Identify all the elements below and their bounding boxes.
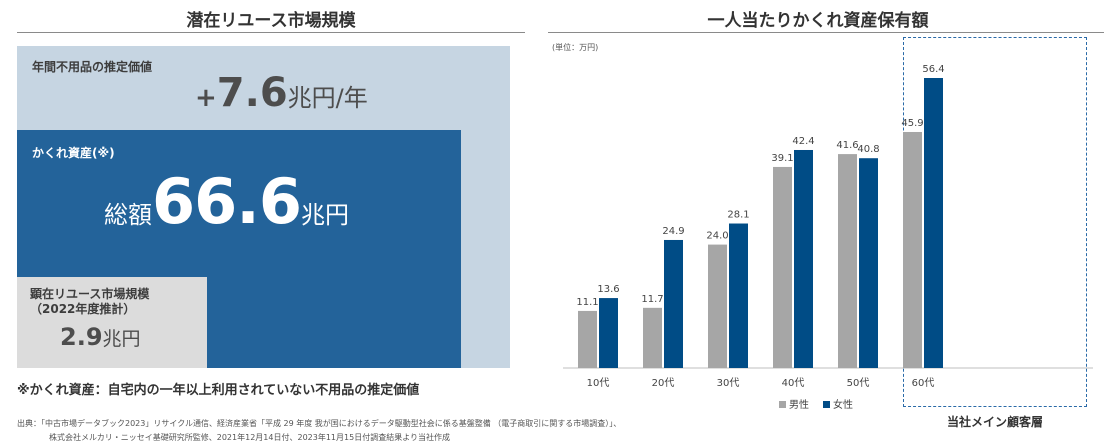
x-tick-label-5: 60代 [912, 377, 935, 389]
manifest-value-unit: 兆円 [102, 328, 141, 350]
source-citation: 出典：「中古市場データブック2023」リサイクル通信、経済産業省「平成 29 年… [17, 417, 621, 445]
legend-label-male: 男性 [789, 398, 809, 411]
x-tick-label-0: 10代 [587, 377, 610, 389]
source-line1: 出典：「中古市場データブック2023」リサイクル通信、経済産業省「平成 29 年… [17, 419, 622, 428]
manifest-value-number: 2.9 [60, 323, 103, 351]
legend-label-female: 女性 [833, 398, 853, 411]
value-label-male-0: 11.1 [576, 297, 598, 308]
bar-female-3 [794, 149, 813, 368]
legend-swatch-female [823, 401, 830, 408]
bar-female-2 [729, 223, 748, 368]
value-label-female-1: 24.9 [662, 226, 684, 237]
hidden-assets-label: かくれ資産(※) [32, 146, 115, 160]
value-label-male-4: 41.6 [836, 140, 858, 151]
value-label-female-0: 13.6 [597, 284, 619, 295]
value-label-male-3: 39.1 [771, 153, 793, 164]
main-customer-label: 当社メイン顧客層 [946, 415, 1043, 429]
annual-unused-value-amount: +7.6兆円/年 [195, 70, 368, 116]
value-label-female-2: 28.1 [727, 210, 749, 221]
x-tick-label-3: 40代 [782, 377, 805, 389]
value-label-female-5: 56.4 [922, 64, 944, 75]
bar-male-3 [773, 166, 792, 368]
hidden-assets-unit: 兆円 [300, 201, 349, 229]
value-label-male-1: 11.7 [641, 294, 663, 305]
value-label-female-4: 40.8 [857, 144, 879, 155]
value-label-female-3: 42.4 [792, 136, 814, 147]
hidden-assets-note: ※かくれ資産：自宅内の一年以上利用されていない不用品の推定価値 [17, 383, 420, 398]
source-line2: 株式会社メルカリ・ニッセイ基礎研究所監修、2021年12月14日付、2023年1… [49, 433, 451, 442]
manifest-reuse-market-box [17, 277, 207, 368]
manifest-reuse-market-label: 顕在リユース市場規模 （2022年度推計） [30, 287, 149, 317]
bar-male-5 [903, 131, 922, 368]
annual-value-unit: 兆円/年 [287, 84, 368, 112]
annual-unused-value-label: 年間不用品の推定価値 [32, 60, 153, 74]
value-label-male-2: 24.0 [706, 231, 728, 242]
x-tick-label-4: 50代 [847, 377, 870, 389]
annual-value-number: 7.6 [216, 70, 288, 116]
left-title-divider [17, 32, 525, 33]
annual-value-sign: + [195, 83, 217, 113]
left-panel-title: 潜在リユース市場規模 [186, 11, 356, 31]
manifest-label-line1: 顕在リユース市場規模 [30, 287, 150, 301]
bar-male-0 [578, 310, 597, 368]
chart-unit-label: (単位：万円) [552, 43, 599, 52]
hidden-assets-prefix: 総額 [104, 201, 152, 229]
bar-female-4 [859, 158, 878, 368]
manifest-label-line2: （2022年度推計） [30, 302, 136, 316]
bar-male-1 [643, 307, 662, 368]
bar-female-5 [924, 78, 943, 368]
bar-male-4 [838, 154, 857, 368]
x-tick-label-1: 20代 [652, 377, 675, 389]
bar-chart: 11.1 13.6 10代 11.7 24.9 20代 24.0 28.1 30代 39.1 42.… [563, 64, 1093, 411]
chart-title: 一人当たりかくれ資産保有額 [707, 11, 929, 31]
value-label-male-5: 45.9 [901, 118, 923, 129]
hidden-assets-number: 66.6 [152, 165, 302, 238]
bar-male-2 [708, 244, 727, 368]
legend-swatch-male [779, 401, 786, 408]
bar-female-1 [664, 239, 683, 368]
bar-female-0 [599, 298, 618, 368]
manifest-reuse-market-amount: 2.9兆円 [60, 323, 141, 351]
x-tick-label-2: 30代 [717, 377, 740, 389]
hidden-assets-amount: 総額66.6兆円 [104, 165, 349, 238]
chart-title-divider [548, 32, 1104, 33]
